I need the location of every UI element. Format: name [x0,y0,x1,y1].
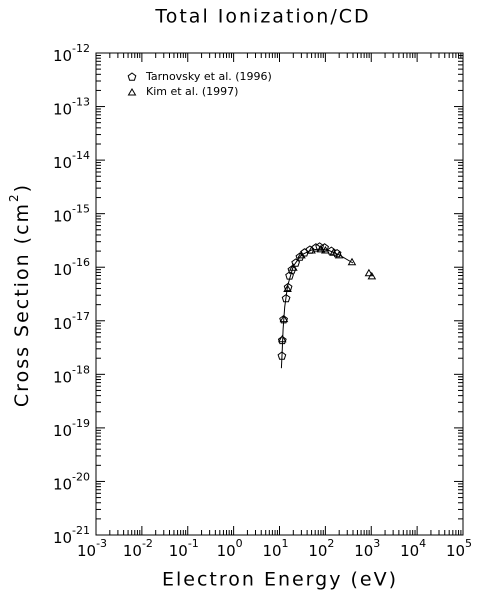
tick-label: 10-1 [169,537,199,560]
triangle-marker [283,284,292,292]
pentagon-marker [277,335,287,345]
tick-base: 10 [53,421,72,439]
triangle-marker [288,263,298,271]
tick-base: 10 [446,542,465,560]
tick-label: 105 [446,537,472,560]
tick-base: 10 [169,542,188,560]
tick-base: 10 [77,542,96,560]
pentagon-marker [311,243,321,252]
legend-label: Tarnovsky et al. (1996) [145,70,272,83]
tick-exponent: 5 [465,537,472,550]
tick-exponent: -21 [72,524,90,537]
x-axis-label: Electron Energy (eV) [162,569,398,591]
tick-exponent: -19 [72,417,90,430]
tick-label: 104 [400,537,426,560]
pentagon-marker [287,265,297,274]
tick-exponent: -18 [72,363,90,376]
pentagon-marker [127,72,137,81]
pentagon-marker [285,271,294,280]
legend-label: Kim et al. (1997) [146,85,238,98]
tick-label: 10-19 [53,417,90,440]
tick-exponent: -1 [188,537,199,550]
tick-exponent: 0 [236,537,243,550]
triangle-marker [127,88,137,96]
tick-base: 10 [53,100,72,118]
tick-label: 10-14 [53,149,90,172]
triangle-marker [364,268,374,277]
tick-exponent: -12 [72,42,90,55]
pentagon-marker [277,351,287,360]
tick-label: 10-13 [53,96,90,119]
tick-exponent: -20 [72,470,90,483]
triangle-marker [316,244,326,253]
tick-exponent: -17 [72,310,90,323]
chart-title: Total Ionization/CD [154,6,370,28]
tick-base: 10 [217,542,236,560]
tick-label: 100 [217,537,243,560]
tick-exponent: 2 [327,537,334,550]
tick-base: 10 [53,47,72,65]
tick-base: 10 [53,529,72,547]
tick-label: 10-3 [77,537,107,560]
y-label-close: ) [11,183,33,192]
triangle-marker [279,314,289,323]
pentagon-marker [279,314,288,324]
triangle-marker [334,250,344,259]
tick-base: 10 [53,207,72,225]
tick-label: 10-16 [53,256,90,279]
y-axis-label: Cross Section (cm2) [7,183,33,407]
tick-base: 10 [53,314,72,332]
tick-base: 10 [354,542,373,560]
triangle-marker [321,245,330,254]
triangle-marker [367,271,377,280]
tick-base: 10 [53,261,72,279]
tick-base: 10 [308,542,327,560]
triangle-marker [329,248,338,256]
pentagon-marker [283,282,293,292]
plot-frame [95,52,464,536]
pentagon-marker [332,248,342,258]
y-label-sup: 2 [7,192,21,202]
tick-base: 10 [123,542,142,560]
tick-base: 10 [53,475,72,493]
tick-exponent: -3 [96,537,107,550]
tick-exponent: -2 [142,537,153,550]
tick-exponent: -15 [72,203,90,216]
y-label-text: Cross Section (cm [11,202,33,407]
tick-label: 10-12 [53,42,90,65]
tick-label: 10-17 [53,310,90,333]
triangle-marker [297,250,306,259]
tick-label: 10-21 [53,524,90,547]
pentagon-marker [291,258,301,267]
tick-label: 102 [308,537,334,560]
pentagon-marker [281,293,291,303]
tick-exponent: -14 [72,149,90,162]
triangle-marker [347,257,357,266]
tick-label: 10-20 [53,470,90,493]
triangle-marker [277,334,287,343]
tick-label: 101 [262,537,288,560]
triangle-marker [307,245,316,254]
tick-exponent: 3 [373,537,380,550]
tick-base: 10 [53,368,72,386]
tick-label: 10-15 [53,203,90,226]
tick-base: 10 [262,542,281,560]
pentagon-marker [326,246,336,255]
tick-base: 10 [400,542,419,560]
tick-label: 10-2 [123,537,153,560]
tick-exponent: -16 [72,256,90,269]
tick-exponent: -13 [72,96,90,109]
tick-label: 103 [354,537,380,560]
tick-label: 10-18 [53,363,90,386]
tick-base: 10 [53,154,72,172]
tick-exponent: 4 [419,537,426,550]
tick-exponent: 1 [282,537,289,550]
